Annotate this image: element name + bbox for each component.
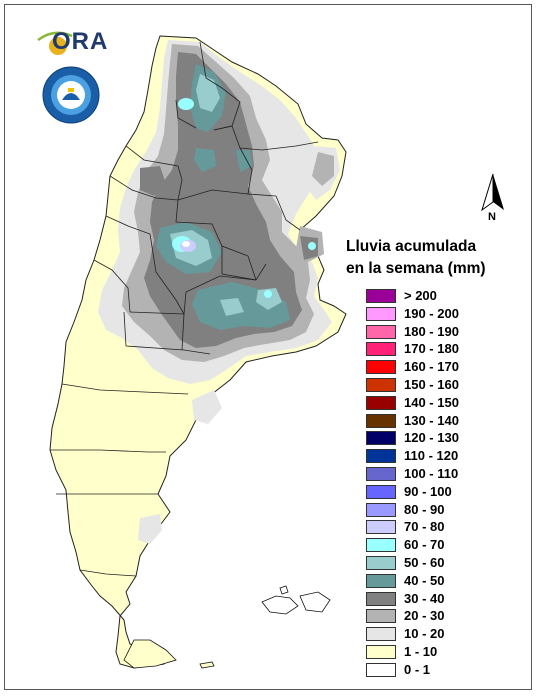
legend-label: 80 - 90 [404,501,445,517]
legend-label: 120 - 130 [404,430,459,446]
rain-zone-50-60 [220,298,244,316]
legend-swatch [366,644,396,659]
rain-zone-50-60 [196,74,220,112]
legend-label: 160 - 170 [404,359,459,375]
legend-swatch [366,662,396,677]
ora-logo [37,31,73,55]
legend-label: 110 - 120 [404,448,459,464]
legend-title-line2: en la semana (mm) [346,260,486,277]
legend-label: 180 - 190 [404,323,459,339]
legend-label: 60 - 70 [404,537,445,553]
legend-label: 90 - 100 [404,483,452,499]
tierra-del-fuego [123,639,177,669]
ora-logo-text: ORA [52,28,109,55]
legend-swatch [366,449,396,464]
legend-label: > 200 [404,288,437,303]
north-label: N [488,211,496,223]
legend-swatch [366,377,396,392]
legend-label: 40 - 50 [404,572,445,588]
rain-zone-60-70 [308,242,316,250]
legend-title: Lluvia acumulada en la semana (mm) [346,236,516,280]
province-borders [50,41,319,577]
legend-swatch [366,591,396,606]
legend-swatch [366,342,396,357]
rain-zone-20-30 [312,152,334,186]
legend-swatch [366,324,396,339]
legend-label: 130 - 140 [404,412,459,428]
legend-swatch [366,609,396,624]
rain-zone-60-70 [178,98,194,110]
legend-swatch [366,573,396,588]
rain-zone-30-40 [144,52,302,348]
legend-swatch [366,555,396,570]
legend-swatch [366,395,396,410]
rain-zone-30-40 [140,166,166,196]
north-arrow-icon [481,173,504,212]
legend-swatch [366,538,396,553]
legend-swatch [366,484,396,499]
rain-zone-70-80 [182,241,190,247]
legend-label: 30 - 40 [404,590,445,606]
rain-zone-60-70 [264,290,272,298]
legend-swatch [366,627,396,642]
legend-title-line1: Lluvia acumulada [346,238,477,255]
rain-zone-10-20 [138,514,162,544]
legend-label: 70 - 80 [404,519,445,535]
legend-swatch [366,289,396,303]
rain-zone-40-50 [194,148,216,172]
legend-label: 20 - 30 [404,608,445,624]
rain-zone-40-50 [236,150,252,172]
legend-label: 1 - 10 [404,643,438,659]
rain-zone-10-20 [192,390,222,424]
legend-label: 150 - 160 [404,376,459,392]
legend-label: 190 - 200 [404,305,459,321]
legend-swatch [366,502,396,517]
rain-zone-50-60 [256,288,282,310]
legend-swatch [366,306,396,321]
isla-estados [199,661,215,669]
legend-label: 100 - 110 [404,465,459,481]
legend-label: 170 - 180 [404,341,459,357]
legend-label: 50 - 60 [404,554,445,570]
malvinas-islands [261,585,331,615]
legend-swatch [366,520,396,535]
smn-seal-icon [42,66,100,124]
legend-label: 0 - 1 [404,661,431,677]
legend-label: 140 - 150 [404,394,459,410]
legend-swatch [366,360,396,375]
legend-swatch [366,413,396,428]
legend-label: 10 - 20 [404,626,445,642]
legend-swatch [366,466,396,481]
legend-swatch [366,431,396,446]
